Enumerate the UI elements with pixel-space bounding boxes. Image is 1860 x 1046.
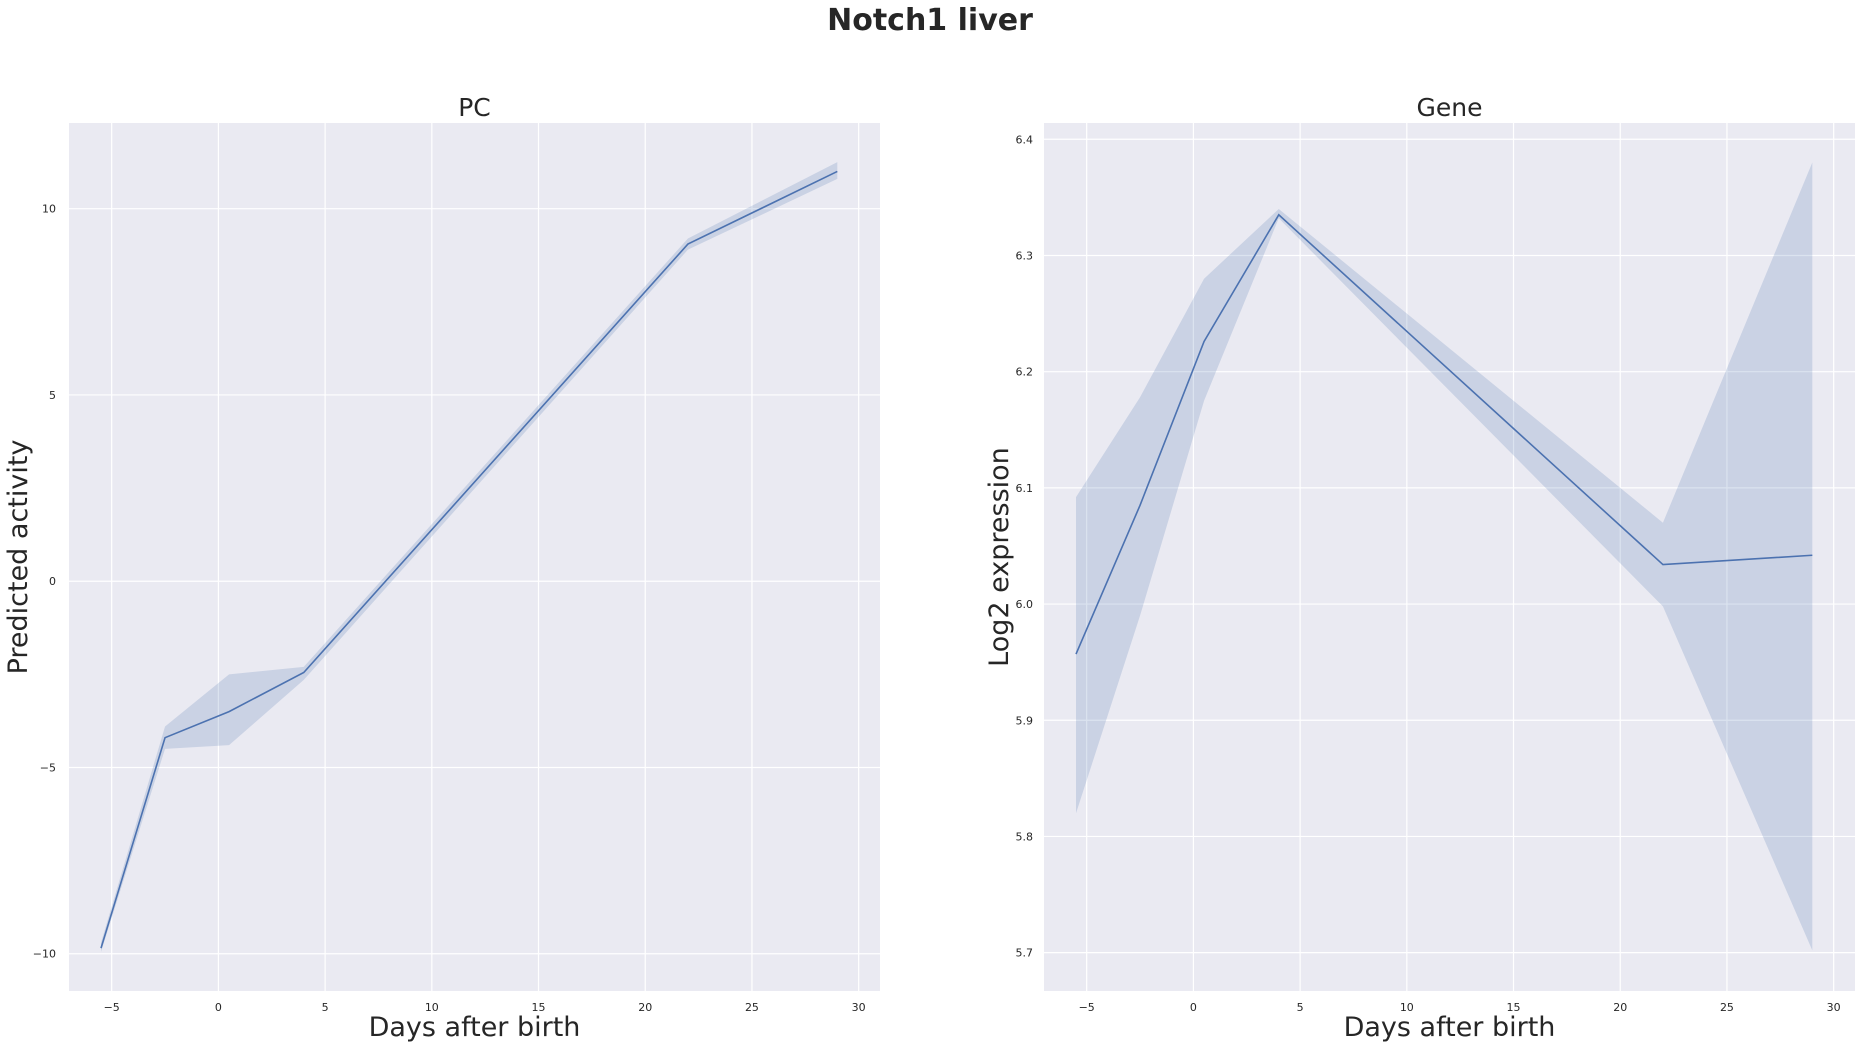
- x-tick-label: 25: [1720, 1001, 1734, 1014]
- chart-panel-pc: −5 0 5 10 15 20 25 30 −10 −5 0 5 10 PC Days after birt…: [3, 93, 880, 1043]
- figure-title: Notch1 liver: [827, 3, 1033, 38]
- y-tick-label: 5.8: [1016, 830, 1034, 843]
- x-tick-label: 15: [532, 1001, 546, 1014]
- y-axis-label: Log2 expression: [984, 447, 1015, 667]
- x-tick-label: 5: [1297, 1001, 1304, 1014]
- y-tick-label: −10: [33, 948, 56, 961]
- y-tick-label: 6.0: [1016, 598, 1034, 611]
- plot-area: [1044, 123, 1855, 991]
- x-tick-label: 30: [1827, 1001, 1841, 1014]
- x-tick-label: 0: [1190, 1001, 1197, 1014]
- plot-area: [69, 123, 880, 991]
- x-tick-label: 10: [425, 1001, 439, 1014]
- confidence-band: [1076, 162, 1813, 951]
- y-tick-label: 6.2: [1016, 366, 1034, 379]
- x-tick-label: 10: [1400, 1001, 1414, 1014]
- y-tick-label: 5.7: [1016, 947, 1034, 960]
- y-tick-label: −5: [40, 761, 56, 774]
- x-tick-label: 15: [1507, 1001, 1521, 1014]
- x-tick-label: −5: [1079, 1001, 1095, 1014]
- y-tick-label: 10: [42, 203, 56, 216]
- y-tick-label: 5.9: [1016, 714, 1034, 727]
- series-line: [100, 170, 838, 949]
- x-axis-label: Days after birth: [369, 1012, 581, 1043]
- x-tick-label: 25: [745, 1001, 759, 1014]
- x-tick-label: 0: [215, 1001, 222, 1014]
- y-tick-label: 6.4: [1016, 133, 1034, 146]
- x-axis-label: Days after birth: [1344, 1012, 1556, 1043]
- x-tick-label: 30: [852, 1001, 866, 1014]
- y-axis-label: Predicted activity: [3, 440, 34, 675]
- y-tick-label: 5: [49, 389, 56, 402]
- x-tick-label: 20: [1613, 1001, 1627, 1014]
- panel-title: PC: [458, 93, 491, 122]
- x-tick-label: 20: [638, 1001, 652, 1014]
- y-tick-label: 6.3: [1016, 249, 1034, 262]
- series-line: [1075, 213, 1813, 655]
- y-tick-label: 0: [49, 575, 56, 588]
- panel-title: Gene: [1417, 93, 1483, 122]
- x-tick-label: −5: [104, 1001, 120, 1014]
- y-tick-label: 6.1: [1016, 482, 1034, 495]
- x-tick-label: 5: [322, 1001, 329, 1014]
- chart-panel-gene: −5 0 5 10 15 20 25 30 5.7 5.8 5.9 6.0 6.1 6.2 6.3 6.4 Ge…: [984, 93, 1855, 1043]
